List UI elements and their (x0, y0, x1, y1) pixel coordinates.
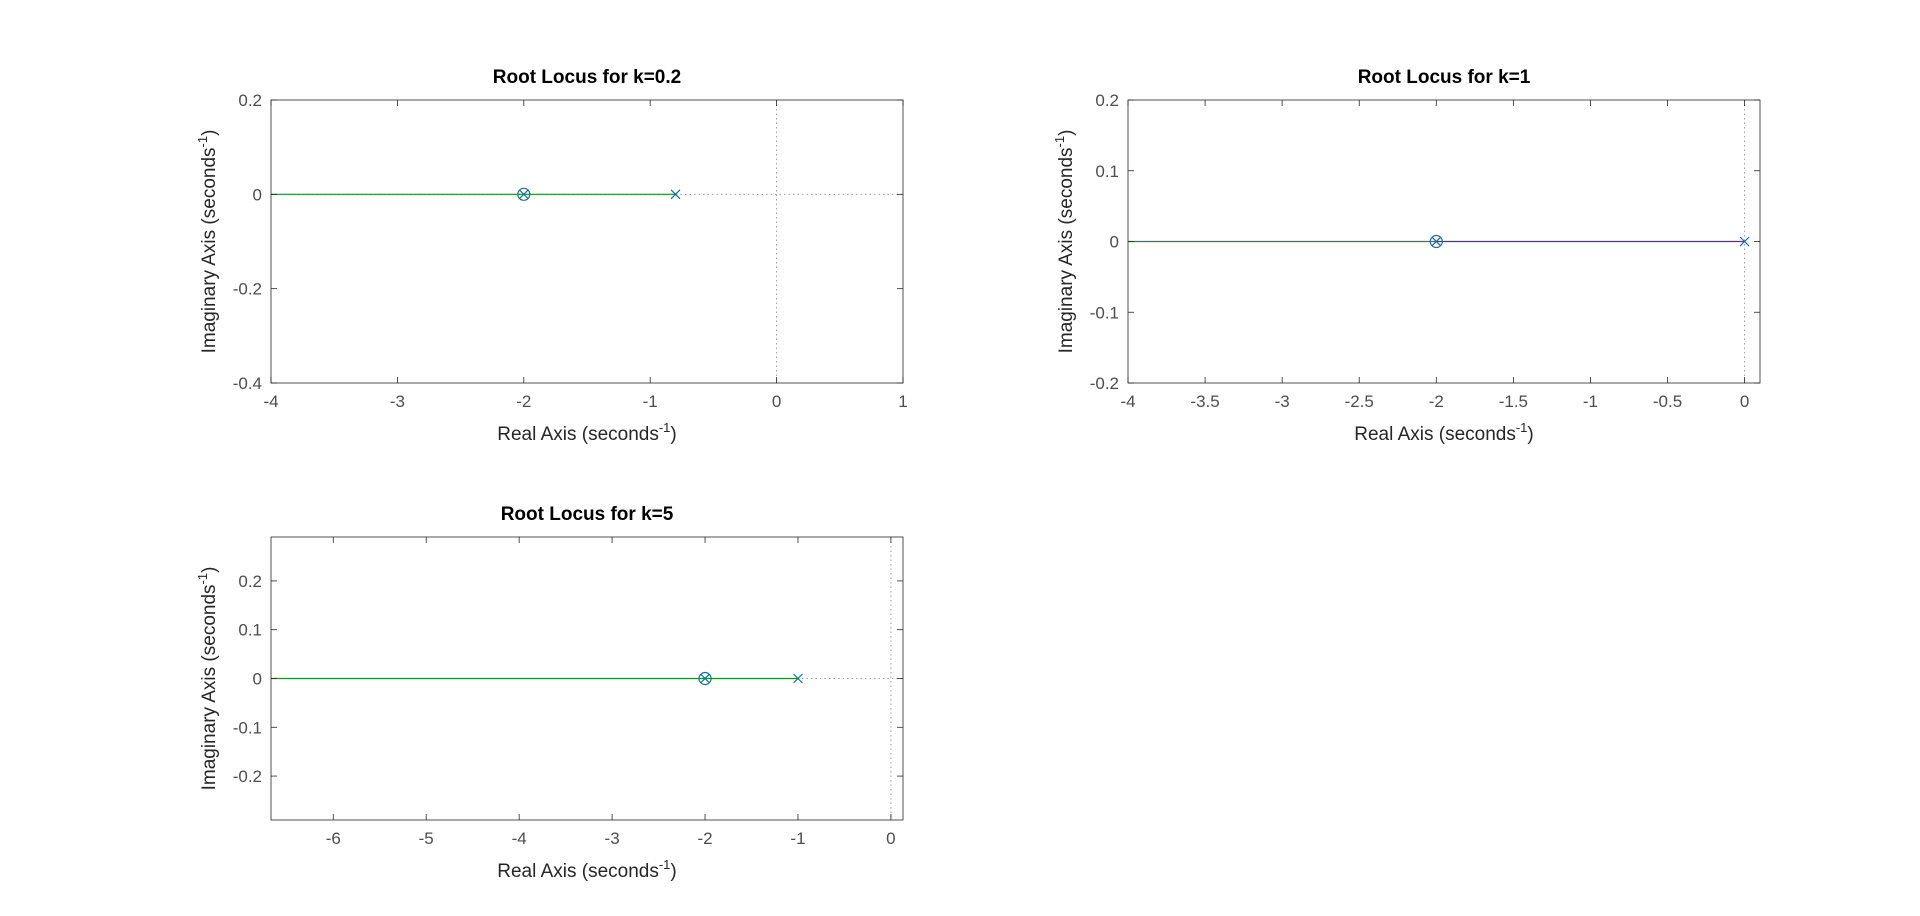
x-tick-label: -2 (1429, 392, 1444, 411)
y-axis-label: Imaginary Axis (seconds-1) (1052, 130, 1077, 354)
y-tick-label: 0.2 (238, 91, 262, 110)
subplot-2: -4 -3.5 -3 -2.5 -2 -1.5 -1 -0.5 0 -0.2 -0.1 0 0.1 0.2… (1052, 67, 1761, 445)
x-axis-label: Real Axis (seconds-1) (1354, 420, 1533, 445)
y-tick-label: 0.2 (238, 572, 262, 591)
x-axis-label-text: Real Axis (seconds (1354, 424, 1516, 445)
x-tick-label: -1 (1583, 392, 1598, 411)
x-tick-label: 0 (772, 392, 781, 411)
y-tick-label: -0.2 (233, 767, 262, 786)
y-tick-label: -0.2 (233, 280, 262, 299)
zero-marker-1 (698, 671, 712, 686)
pole-marker-1 (793, 673, 803, 684)
y-axis-label-text: Imaginary Axis (seconds (199, 584, 220, 790)
subplot-1: -4 -3 -2 -1 0 1 -0.4 -0.2 0 0.2 Root Locus for k=0… (195, 67, 908, 445)
pole-marker-cross-b (670, 189, 681, 200)
x-tick-label: -5 (419, 829, 434, 848)
x-tick-label: -0.5 (1653, 392, 1682, 411)
x-tick-label: -4 (1120, 392, 1135, 411)
pole-marker-cross-b (793, 673, 803, 684)
x-tick-label: 0 (1740, 392, 1749, 411)
y-axis-label: Imaginary Axis (seconds-1) (195, 130, 220, 354)
x-tick-label: -1 (643, 392, 658, 411)
chart-title: Root Locus for k=1 (1358, 67, 1531, 88)
x-axis-label-superscript: -1 (659, 420, 671, 435)
y-tick-label: 0 (253, 670, 262, 689)
x-axis-label-text: Real Axis (seconds (497, 861, 659, 882)
x-tick-label: -2.5 (1345, 392, 1374, 411)
x-axis-label-text: Real Axis (seconds (497, 424, 659, 445)
x-tick-label: -3 (1275, 392, 1290, 411)
x-axis-label: Real Axis (seconds-1) (497, 857, 676, 882)
y-tick-label: 0 (253, 185, 262, 204)
x-tick-label: -6 (326, 829, 341, 848)
zero-marker-circle (517, 187, 531, 201)
y-tick-label: 0.1 (238, 621, 262, 640)
x-tick-label: -3 (390, 392, 405, 411)
x-tick-label: -1 (790, 829, 805, 848)
y-tick-label: 0 (1110, 233, 1119, 252)
y-tick-label: 0.2 (1095, 91, 1119, 110)
x-axis-label-close: ) (670, 861, 676, 882)
y-axis-label-close: ) (1056, 130, 1077, 136)
x-axis-label-superscript: -1 (659, 857, 671, 872)
x-tick-label: -1.5 (1499, 392, 1528, 411)
y-axis-label-close: ) (199, 567, 220, 573)
axes-box (270, 99, 904, 384)
zero-marker-1 (1429, 234, 1443, 249)
subplot-3: -6 -5 -4 -3 -2 -1 0 -0.2 -0.1 0 0.1 0.2 Root Locus f… (195, 504, 904, 882)
plot-area (271, 100, 903, 383)
y-axis-label-close: ) (199, 130, 220, 136)
zero-marker-cross-b (700, 673, 710, 684)
y-tick-label: -0.1 (233, 718, 262, 737)
x-tick-label: -2 (697, 829, 712, 848)
x-axis-label-superscript: -1 (1516, 420, 1528, 435)
x-tick-label: -2 (516, 392, 531, 411)
y-axis-label-superscript: -1 (1052, 136, 1067, 148)
x-tick-label: 1 (898, 392, 907, 411)
y-tick-label: -0.2 (1090, 374, 1119, 393)
x-tick-label: -4 (512, 829, 527, 848)
y-axis-label-text: Imaginary Axis (seconds (199, 147, 220, 353)
y-axis-label-superscript: -1 (195, 573, 210, 585)
x-tick-label: 0 (886, 829, 895, 848)
x-axis-label-close: ) (670, 424, 676, 445)
y-tick-label: 0.1 (1095, 162, 1119, 181)
chart-title: Root Locus for k=5 (501, 504, 674, 525)
x-tick-label: -4 (263, 392, 278, 411)
x-tick-label: -3 (605, 829, 620, 848)
x-axis-label: Real Axis (seconds-1) (497, 420, 676, 445)
y-axis-label-superscript: -1 (195, 136, 210, 148)
zero-marker-1 (517, 187, 531, 201)
pole-marker-1 (670, 189, 681, 200)
y-axis-label-text: Imaginary Axis (seconds (1056, 147, 1077, 353)
zero-marker-cross-b (519, 189, 529, 199)
chart-title: Root Locus for k=0.2 (493, 67, 681, 88)
y-tick-label: -0.4 (233, 374, 262, 393)
zero-marker-cross-b (1431, 236, 1441, 247)
pole-marker-1 (1739, 236, 1750, 247)
pole-marker-cross-b (1739, 236, 1750, 247)
zero-marker-circle (1429, 234, 1443, 249)
y-axis-label: Imaginary Axis (seconds-1) (195, 567, 220, 791)
x-axis-label-close: ) (1527, 424, 1533, 445)
zero-marker-circle (698, 671, 712, 686)
x-tick-label: -3.5 (1190, 392, 1219, 411)
y-tick-label: -0.1 (1090, 303, 1119, 322)
